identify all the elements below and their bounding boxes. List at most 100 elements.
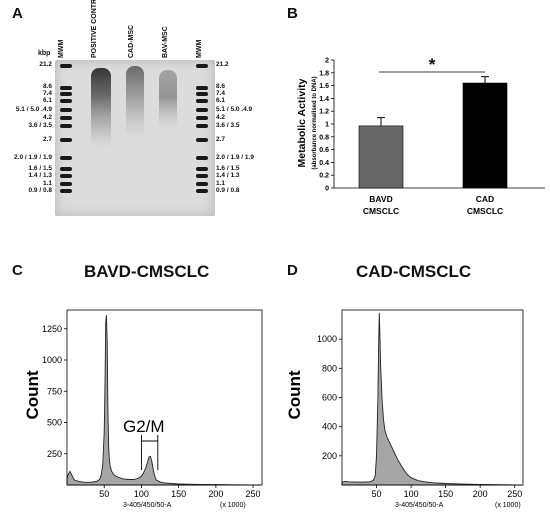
ladder-band (196, 116, 208, 120)
ladder-right-label: 1.1 (216, 180, 226, 187)
y-tick-label: 200 (322, 451, 337, 461)
x-axis-label: 3-405/450/50-A (395, 502, 444, 509)
ladder-left-label: 1.6 / 1.5 (28, 165, 53, 172)
ladder-band (196, 138, 208, 142)
gel-bands (60, 64, 208, 193)
ladder-right-label: 1.6 / 1.5 (216, 165, 240, 172)
ladder-band (196, 189, 208, 193)
ladder-band (196, 174, 208, 178)
y-axis-label: Count (285, 370, 304, 419)
positive-control-smear (91, 68, 111, 148)
panel-letter-b: B (287, 5, 298, 22)
ladder-right-label: 4.2 (216, 114, 226, 121)
y-tick-label: 500 (47, 418, 62, 428)
ladder-right-label: 2.7 (216, 136, 226, 143)
x-tick-label: 100 (134, 489, 149, 499)
ladder-left-label: 4.2 (42, 114, 52, 121)
ladder-band (60, 86, 72, 90)
y-tick-label: 1250 (42, 324, 62, 334)
ladder-right-label: 1.4 / 1.3 (216, 172, 240, 179)
histogram-title-cad: CAD-CMSCLC (356, 262, 472, 281)
ladder-right-label: 7.4 (216, 90, 226, 97)
ladder-right-label: 6.1 (216, 97, 226, 104)
ladder-right-label: 8.6 (216, 83, 226, 90)
ladder-left-bands (60, 64, 72, 193)
category-label: CMSCLC (363, 206, 399, 216)
g2m-annotation: G2/M (123, 417, 165, 436)
x-tick-label: 150 (438, 489, 453, 499)
y-tick-label: 800 (322, 363, 337, 373)
ladder-band (196, 99, 208, 103)
ladder-band (60, 138, 72, 142)
bar (462, 82, 508, 189)
y-tick-label: 1.4 (319, 96, 329, 103)
ladder-band (60, 116, 72, 120)
bar (358, 125, 404, 189)
y-axis-label: Metabolic Activity (296, 78, 308, 167)
category-label: CAD (476, 194, 494, 204)
y-tick-label: 1.6 (319, 83, 329, 90)
histogram-series (341, 312, 522, 486)
ladder-band (60, 108, 72, 112)
y-tick-label: 1000 (42, 355, 62, 365)
ladder-band (60, 64, 72, 68)
histogram-title-bavd: BAVD-CMSCLC (84, 262, 210, 281)
ladder-band (60, 99, 72, 103)
ladder-left-label: 6.1 (42, 97, 52, 104)
y-tick-label: 600 (322, 393, 337, 403)
panel-letter-d: D (287, 262, 298, 279)
ladder-band (60, 167, 72, 171)
ladder-left-label: 5.1 / 5.0 .4.9 (15, 106, 52, 113)
ladder-band (60, 189, 72, 193)
y-tick-label: 0.4 (319, 160, 329, 167)
y-tick-label: 0.8 (319, 134, 329, 141)
ladder-band (196, 182, 208, 186)
y-tick-label: 750 (47, 386, 62, 396)
ladder-left-label: 7.4 (42, 90, 52, 97)
y-tick-label: 2 (325, 58, 329, 65)
x-tick-label: 50 (99, 489, 109, 499)
ladder-band (196, 156, 208, 160)
ladder-left-label: 2.0 / 1.9 / 1.9 (14, 154, 52, 161)
significance-marker: * (429, 55, 436, 74)
ladder-left-label: 1.1 (42, 180, 52, 187)
gel-blot-image (55, 60, 215, 216)
ladder-right-label: 0.9 / 0.8 (216, 187, 240, 194)
ladder-band (60, 174, 72, 178)
ladder-right-label: 2.0 / 1.9 / 1.9 (216, 154, 254, 161)
y-tick-label: 0 (325, 186, 329, 193)
x-tick-label: 250 (507, 489, 522, 499)
ladder-band (196, 86, 208, 90)
ladder-band (196, 92, 208, 96)
histogram-series (66, 314, 261, 486)
y-tick-label: 400 (322, 422, 337, 432)
ladder-left-label: 0.9 / 0.8 (28, 187, 53, 194)
x-tick-label: 250 (246, 489, 261, 499)
y-tick-label: 0.6 (319, 147, 329, 154)
ladder-band (196, 64, 208, 68)
cad-msc-smear (126, 66, 144, 138)
y-tick-label: 1.8 (319, 70, 329, 77)
ladder-left-label: 3.6 / 3.5 (28, 122, 53, 129)
y-tick-label: 0.2 (319, 173, 329, 180)
plot-frame (341, 309, 524, 486)
ladder-band (196, 124, 208, 128)
ladder-band (60, 124, 72, 128)
category-label: CMSCLC (467, 206, 503, 216)
gel-unit-label: kbp (38, 50, 51, 57)
x-tick-label: 100 (404, 489, 419, 499)
category-label: BAVD (369, 194, 392, 204)
x-axis-unit: (x 1000) (220, 502, 246, 509)
y-tick-label: 1000 (317, 334, 337, 344)
y-tick-label: 1.2 (319, 109, 329, 116)
panel-letter-a: A (12, 5, 23, 22)
panel-letter-c: C (12, 262, 23, 279)
ladder-left-label: 8.6 (42, 83, 52, 90)
y-axis-label: Count (23, 370, 42, 419)
x-tick-label: 200 (473, 489, 488, 499)
x-tick-label: 50 (372, 489, 382, 499)
ladder-right-label: 5.1 / 5.0 .4.9 (216, 106, 253, 113)
x-tick-label: 200 (208, 489, 223, 499)
